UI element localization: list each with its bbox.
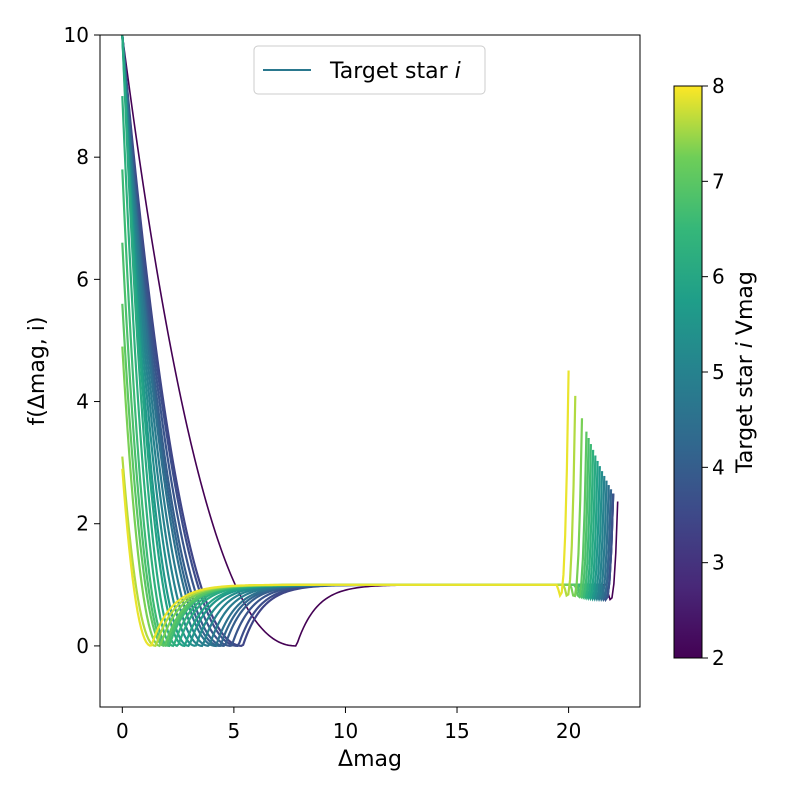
legend[interactable]: Target star i	[253, 45, 486, 95]
x-tick-label: 5	[228, 719, 241, 743]
colorbar-tick-label: 6	[712, 265, 725, 289]
colorbar-tick-label: 8	[712, 74, 725, 98]
series-line-vmag-5.6	[121, 35, 601, 648]
series-line-vmag-3.6	[121, 35, 615, 648]
y-tick-label: 6	[76, 267, 89, 291]
series-line-vmag-5	[121, 35, 606, 648]
series-layer	[121, 35, 619, 648]
series-line-vmag-4.5	[121, 35, 610, 648]
y-axis-title: f(Δmag, i)	[25, 317, 50, 426]
y-tick-label: 0	[76, 634, 89, 658]
series-line-vmag-7.9	[121, 370, 570, 647]
colorbar-tick-label: 4	[712, 455, 725, 479]
series-line-vmag-2	[121, 35, 619, 647]
series-line-vmag-3.8	[121, 35, 615, 647]
colorbar: 2 3 4 5 6 7 8 Target star i Vmag	[673, 74, 758, 670]
y-tick-label: 4	[76, 390, 89, 414]
series-line-vmag-5.9	[121, 35, 599, 648]
colorbar-tick-label: 7	[712, 169, 725, 193]
series-line-vmag-4.2	[121, 35, 613, 648]
x-tick-label: 10	[333, 719, 358, 743]
series-line-vmag-6.1	[121, 35, 597, 648]
y-tick-label: 10	[64, 23, 89, 47]
x-tick-label: 15	[444, 719, 469, 743]
series-line-vmag-6.6	[121, 169, 593, 648]
series-line-vmag-6.3	[121, 96, 595, 648]
series-line-vmag-5.3	[121, 35, 604, 647]
plot-frame	[99, 34, 641, 708]
legend-label: Target star i	[329, 59, 461, 84]
colorbar-gradient	[674, 86, 702, 658]
x-axis-title: Δmag	[338, 747, 402, 772]
y-tick-label: 8	[76, 145, 89, 169]
colorbar-ticks: 2 3 4 5 6 7 8	[702, 74, 725, 670]
colorbar-title: Target star i Vmag	[733, 271, 758, 474]
colorbar-tick-label: 5	[712, 360, 725, 384]
y-tick-label: 2	[76, 512, 89, 536]
y-axis: 0 2 4 6 8 10	[64, 23, 100, 658]
series-line-vmag-3.4	[121, 35, 615, 647]
series-line-vmag-4	[121, 35, 613, 648]
x-axis: 0 5 10 15 20	[116, 707, 581, 743]
x-tick-label: 20	[556, 719, 581, 743]
series-line-vmag-4.8	[121, 35, 608, 648]
colorbar-tick-label: 2	[712, 646, 725, 670]
legend-box	[253, 45, 486, 95]
colorbar-tick-label: 3	[712, 551, 725, 575]
x-tick-label: 0	[116, 719, 129, 743]
